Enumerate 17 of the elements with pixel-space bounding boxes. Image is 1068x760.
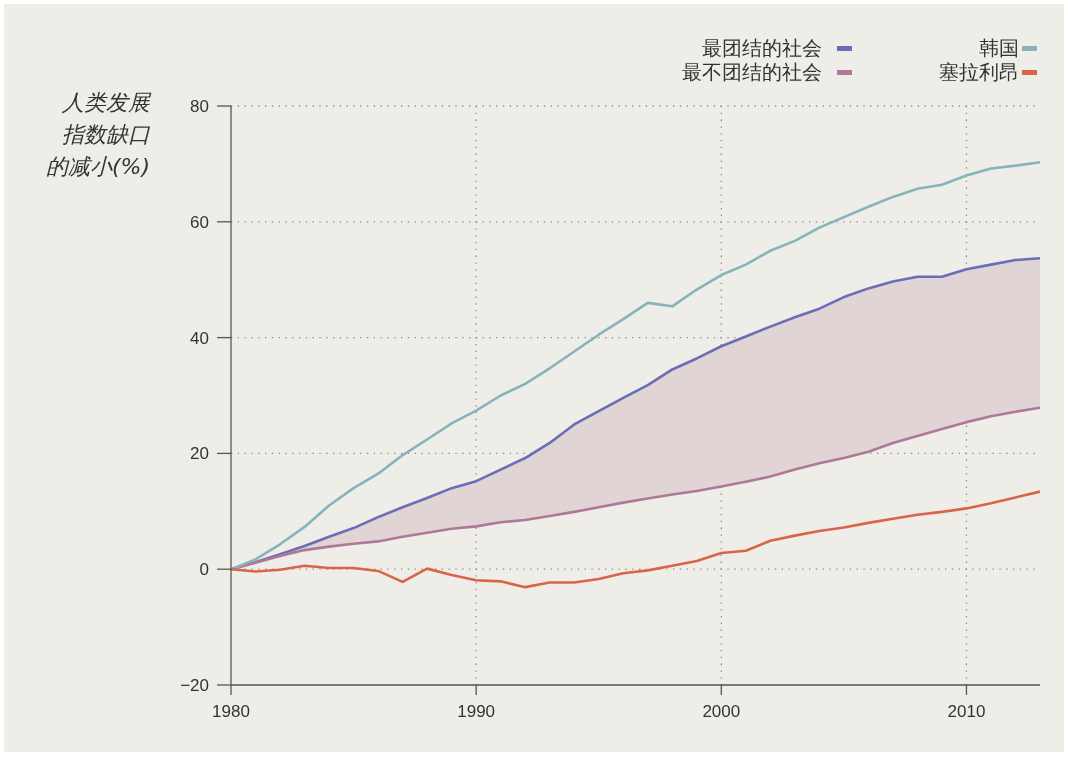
y-tick-label: 0 — [199, 560, 209, 580]
y-tick-label: 20 — [190, 444, 209, 464]
legend-label: 最团结的社会 — [702, 36, 822, 60]
x-tick-label: 1980 — [212, 702, 250, 721]
y-axis-title: 人类发展指数缺口的减小(%) — [45, 90, 152, 179]
line-series — [229, 160, 1042, 571]
x-tick-label: 2000 — [702, 702, 741, 721]
x-tick-label: 1990 — [457, 702, 496, 721]
y-tick-label: 60 — [190, 212, 209, 232]
y-tick-label: −20 — [180, 676, 209, 695]
legend-label: 塞拉利昂 — [939, 60, 1019, 84]
legend-label: 最不团结的社会 — [682, 60, 822, 84]
x-tick-label: 2010 — [947, 702, 986, 721]
line-series — [229, 490, 1042, 589]
y-tick-label: 40 — [190, 328, 209, 348]
y-tick-label: 80 — [190, 97, 209, 116]
legend-label: 韩国 — [979, 36, 1019, 60]
